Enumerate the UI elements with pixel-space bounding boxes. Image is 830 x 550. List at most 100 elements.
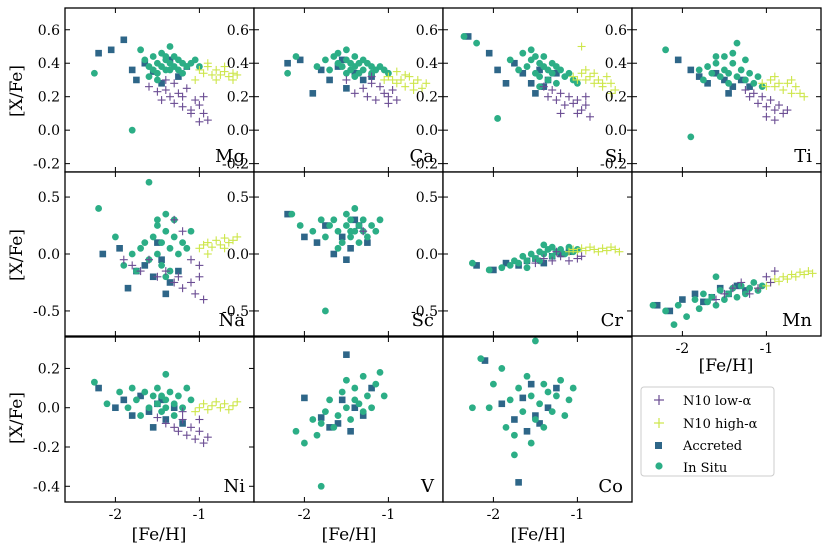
point-in-situ xyxy=(557,246,564,253)
point-accreted xyxy=(359,76,367,84)
y-tick-label-si: -0.2 xyxy=(411,157,438,173)
point-n10-low-alpha xyxy=(770,267,779,276)
y-tick-label-si: 0.4 xyxy=(416,56,438,72)
point-n10-low-alpha xyxy=(531,259,540,268)
point-accreted xyxy=(666,307,674,315)
point-n10-low-alpha xyxy=(565,256,573,265)
point-n10-high-alpha xyxy=(220,234,229,243)
point-n10-high-alpha xyxy=(233,232,242,241)
point-in-situ xyxy=(288,210,296,218)
point-in-situ xyxy=(330,216,338,224)
point-n10-low-alpha xyxy=(170,423,179,432)
point-n10-low-alpha xyxy=(544,92,552,101)
point-in-situ xyxy=(523,372,531,380)
point-accreted xyxy=(124,284,132,292)
point-accreted xyxy=(553,69,560,77)
point-in-situ xyxy=(343,222,350,229)
point-accreted xyxy=(691,290,699,298)
point-in-situ xyxy=(175,250,182,258)
point-in-situ xyxy=(683,313,690,321)
point-n10-low-alpha xyxy=(758,92,767,101)
point-in-situ xyxy=(322,233,329,241)
point-accreted xyxy=(338,56,346,64)
point-in-situ xyxy=(742,290,749,298)
point-n10-low-alpha xyxy=(195,415,204,424)
point-in-situ xyxy=(473,39,480,47)
point-n10-high-alpha xyxy=(565,247,573,256)
point-n10-high-alpha xyxy=(220,244,229,253)
panel-mg: -0.2 0.0 0.2 0.4 0.6 Mg xyxy=(33,7,255,173)
point-in-situ xyxy=(313,63,321,70)
point-n10-high-alpha xyxy=(573,247,582,256)
point-n10-high-alpha xyxy=(195,244,204,253)
y-tick-label-ti: 0.2 xyxy=(605,90,627,106)
point-accreted xyxy=(141,262,149,269)
point-in-situ xyxy=(515,384,522,392)
point-in-situ xyxy=(166,43,174,50)
point-n10-high-alpha xyxy=(577,244,586,253)
point-n10-low-alpha xyxy=(581,101,590,110)
point-in-situ xyxy=(359,216,367,224)
point-n10-high-alpha xyxy=(581,246,590,255)
point-accreted xyxy=(309,90,317,97)
panel-mn: -2 -1 Mn xyxy=(631,171,822,357)
point-accreted xyxy=(322,222,329,229)
point-accreted xyxy=(527,80,535,87)
element-label-cr: Cr xyxy=(601,310,624,331)
point-n10-high-alpha xyxy=(573,75,582,84)
point-accreted xyxy=(133,76,140,84)
point-in-situ xyxy=(170,233,178,241)
point-n10-high-alpha xyxy=(208,243,216,252)
element-label-v: V xyxy=(420,476,435,497)
point-in-situ xyxy=(334,49,342,57)
point-in-situ xyxy=(154,400,161,408)
point-n10-low-alpha xyxy=(174,89,183,98)
point-in-situ xyxy=(179,69,187,77)
legend-label-high-alpha: N10 high-α xyxy=(683,417,758,432)
y-tick-label-mg: 0.2 xyxy=(38,90,60,106)
point-in-situ xyxy=(519,408,527,416)
point-in-situ xyxy=(565,69,573,77)
point-accreted xyxy=(338,233,346,241)
point-n10-high-alpha xyxy=(401,70,410,79)
element-label-na: Na xyxy=(219,310,246,331)
point-in-situ xyxy=(553,79,560,87)
panel-frame-co xyxy=(442,336,633,503)
point-n10-low-alpha xyxy=(741,86,750,94)
point-in-situ xyxy=(662,307,669,315)
point-n10-high-alpha xyxy=(594,75,603,84)
point-n10-low-alpha xyxy=(376,82,384,91)
point-in-situ xyxy=(355,239,363,247)
point-in-situ xyxy=(695,66,703,74)
point-in-situ xyxy=(519,252,527,260)
point-in-situ xyxy=(716,287,724,294)
point-in-situ xyxy=(162,53,170,60)
point-n10-high-alpha xyxy=(762,82,771,91)
point-in-situ xyxy=(557,376,564,384)
point-n10-high-alpha xyxy=(224,405,233,414)
point-n10-high-alpha xyxy=(224,238,233,247)
point-in-situ xyxy=(536,400,543,408)
point-in-situ xyxy=(506,261,514,269)
y-tick-label-ti: -0.2 xyxy=(600,157,627,173)
point-n10-low-alpha xyxy=(392,96,401,105)
point-n10-high-alpha xyxy=(216,240,225,249)
point-n10-high-alpha xyxy=(569,72,578,81)
point-n10-low-alpha xyxy=(170,79,179,88)
point-in-situ xyxy=(494,115,501,122)
point-accreted xyxy=(145,408,153,415)
point-in-situ xyxy=(670,321,678,329)
point-accreted xyxy=(653,301,661,309)
point-in-situ xyxy=(553,392,560,400)
panel-background-sc xyxy=(254,172,443,336)
panel-v: -2 -1 V xyxy=(253,336,444,523)
panel-background-ni xyxy=(65,337,254,502)
point-n10-low-alpha xyxy=(195,101,204,110)
point-in-situ xyxy=(511,451,518,459)
point-accreted xyxy=(170,404,178,412)
point-n10-high-alpha xyxy=(779,272,788,281)
point-in-situ xyxy=(347,416,354,423)
point-n10-low-alpha xyxy=(191,96,200,105)
point-in-situ xyxy=(729,49,737,57)
point-n10-high-alpha xyxy=(586,72,594,81)
